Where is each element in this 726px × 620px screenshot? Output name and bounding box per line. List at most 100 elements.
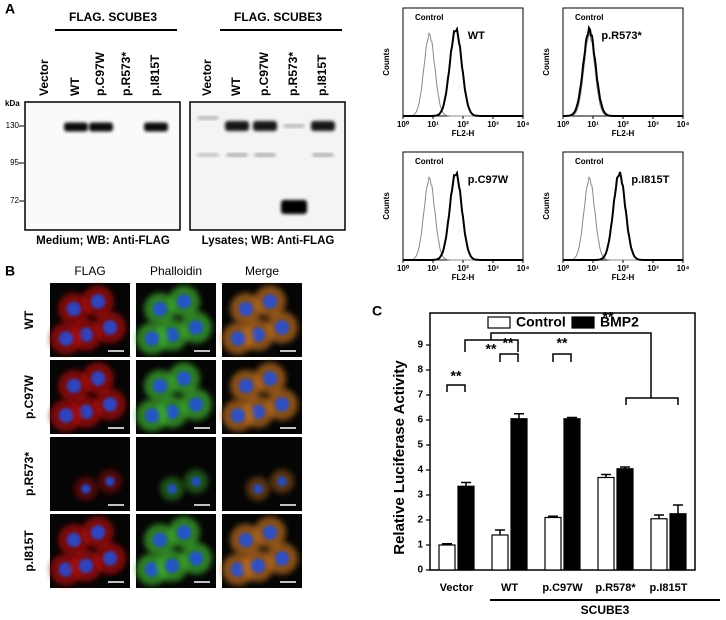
blot-band: [253, 121, 277, 131]
error-bar: [601, 473, 611, 478]
x-tick-label: 10⁰: [557, 120, 570, 129]
nucleus: [250, 558, 266, 573]
significance-label: **: [486, 341, 497, 357]
blot-header: FLAG. SCUBE3: [234, 10, 322, 24]
nucleus: [152, 532, 168, 548]
lane-label: p.I815T: [315, 54, 329, 96]
x-tick-label: 10²: [617, 264, 629, 273]
lane-label: p.I815T: [148, 54, 162, 96]
lane-label: WT: [68, 77, 82, 96]
control-label: Control: [415, 13, 443, 22]
blot-caption: Medium; WB: Anti-FLAG: [36, 235, 170, 247]
error-bar: [673, 504, 683, 514]
nucleus: [164, 327, 180, 342]
x-tick-label: 10¹: [587, 120, 599, 129]
control-label: Control: [575, 13, 603, 22]
row-label: WT: [22, 310, 36, 329]
x-tick-label: p.C97W: [542, 582, 583, 594]
nucleus: [105, 476, 115, 487]
y-tick-label: 9: [417, 340, 423, 351]
nucleus: [274, 551, 290, 566]
control-curve: [563, 31, 683, 117]
x-axis-label: FL2-H: [452, 273, 475, 282]
lane-label: WT: [229, 77, 243, 96]
x-tick-label: 10³: [487, 264, 499, 273]
x-tick-label: 10⁴: [677, 120, 690, 129]
blot-band: [197, 116, 219, 120]
nucleus: [90, 525, 106, 540]
lane-label: Vector: [200, 59, 214, 96]
nucleus: [262, 371, 278, 386]
variant-curve: [563, 171, 683, 261]
lane-label: p.C97W: [257, 51, 271, 96]
nucleus: [230, 562, 246, 577]
y-axis-label: Counts: [542, 48, 551, 76]
error-bar: [461, 481, 471, 487]
x-tick-label: 10⁰: [397, 120, 410, 129]
nucleus: [66, 532, 82, 548]
blot-band: [312, 153, 334, 157]
group-label: SCUBE3: [581, 603, 630, 617]
x-axis-label: FL2-H: [612, 273, 635, 282]
y-axis-label: Counts: [382, 192, 391, 220]
y-tick-label: 6: [417, 415, 423, 426]
nucleus: [238, 301, 254, 317]
x-tick-label: 10⁰: [557, 264, 570, 273]
significance-bracket: [625, 340, 679, 405]
nucleus: [81, 484, 91, 494]
nucleus: [176, 525, 192, 540]
x-tick-label: p.R578*: [595, 582, 636, 594]
blot-band: [283, 124, 305, 128]
blot-band: [144, 122, 168, 132]
y-tick-label: 8: [417, 365, 423, 376]
column-header: Merge: [245, 264, 279, 278]
blot-header: FLAG. SCUBE3: [69, 10, 157, 24]
y-tick-label: 3: [417, 490, 423, 501]
histogram-frame: [402, 7, 524, 117]
legend-label: BMP2: [600, 314, 639, 330]
x-tick-label: 10¹: [427, 120, 439, 129]
blot-frame: [24, 101, 181, 231]
bar: [563, 418, 581, 571]
nucleus: [102, 320, 118, 335]
bar: [650, 518, 668, 571]
x-tick-label: 10²: [617, 120, 629, 129]
nucleus: [152, 301, 168, 317]
nucleus: [167, 484, 177, 494]
lane-label: p.R573*: [119, 52, 133, 96]
nucleus: [238, 378, 254, 394]
x-tick-label: WT: [501, 582, 518, 594]
significance-bracket: [446, 384, 466, 392]
marker-label: 130: [6, 121, 20, 130]
nucleus: [164, 558, 180, 573]
error-bar: [567, 416, 577, 419]
error-bar: [495, 529, 505, 535]
row-label: p.I815T: [22, 530, 36, 572]
error-bar: [654, 514, 664, 519]
kda-label: kDa: [5, 99, 20, 108]
blot-band: [311, 121, 335, 131]
y-axis-label: Relative Luciferase Activity: [391, 360, 408, 555]
y-tick-label: 1: [417, 540, 423, 551]
blot-band: [89, 122, 113, 132]
significance-bracket: [552, 353, 572, 362]
marker-label: 72: [10, 196, 19, 205]
nucleus: [144, 331, 160, 346]
legend-swatch: [571, 316, 595, 329]
error-bar: [442, 543, 452, 545]
nucleus: [78, 404, 94, 419]
legend-swatch: [487, 316, 511, 329]
nucleus: [188, 397, 204, 412]
nucleus: [230, 331, 246, 346]
significance-label: **: [603, 309, 614, 325]
nucleus: [250, 327, 266, 342]
nucleus: [58, 408, 74, 423]
row-label: p.C97W: [22, 374, 36, 419]
x-tick-label: 10²: [457, 264, 469, 273]
nucleus: [90, 371, 106, 386]
significance-label: **: [557, 335, 568, 351]
nucleus: [191, 476, 201, 487]
panel-label: C: [372, 303, 382, 319]
lane-label: p.R573*: [286, 52, 300, 96]
x-axis-label: FL2-H: [612, 129, 635, 138]
